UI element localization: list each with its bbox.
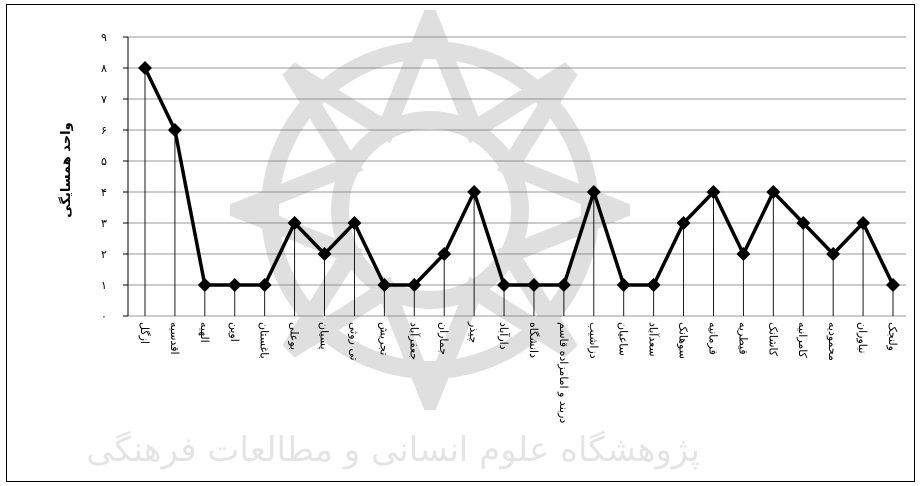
data-point-marker xyxy=(706,185,721,199)
x-tick-label: دارآباد xyxy=(497,322,511,350)
x-tick-label: جعفرآباد xyxy=(407,322,421,360)
data-point-marker xyxy=(197,278,212,292)
x-tick-label: ازگل xyxy=(138,322,151,344)
data-point-marker xyxy=(556,278,571,292)
y-axis-ticks: ۰ ۱ ۲ ۳ ۴ ۵ ۶ ۷ ۸ ۹ xyxy=(101,31,129,323)
chart-frame xyxy=(6,4,915,482)
data-point-marker xyxy=(317,247,332,261)
data-point-marker xyxy=(586,185,601,199)
data-point-marker xyxy=(796,216,811,230)
data-point-marker xyxy=(676,216,691,230)
y-tick-label: ۷ xyxy=(101,93,107,106)
x-tick-label: دربند و امامزاده قاسم xyxy=(557,322,570,423)
y-tick-label: ۳ xyxy=(101,217,107,230)
x-tick-label: دزاشیب xyxy=(587,322,600,359)
x-tick-label: محمودیه xyxy=(826,322,839,361)
x-tick-label: سوهانک xyxy=(677,322,690,359)
x-tick-label: بوعلی xyxy=(288,322,301,350)
x-tick-label: تجریش xyxy=(377,322,390,355)
data-point-marker xyxy=(347,216,362,230)
series-group xyxy=(138,61,900,292)
x-tick-label: اوین xyxy=(228,322,241,342)
data-point-marker xyxy=(886,278,900,292)
y-tick-label: ۵ xyxy=(101,155,107,168)
data-point-marker xyxy=(287,216,302,230)
data-point-marker xyxy=(736,247,751,261)
x-tick-label: نیاوران xyxy=(856,322,869,354)
x-tick-label: اقدسیه xyxy=(168,322,181,355)
drop-lines xyxy=(144,68,894,316)
grid-lines xyxy=(128,36,906,317)
x-tick-label: سعدآباد xyxy=(647,322,661,357)
x-tick-label: فرمانیه xyxy=(706,322,719,355)
x-tick-label: باغستان xyxy=(258,322,271,359)
y-tick-label: ۰ xyxy=(101,310,107,323)
series-line xyxy=(143,67,895,287)
data-point-marker xyxy=(856,216,871,230)
data-point-marker xyxy=(257,278,272,292)
x-tick-label: دانشگاه xyxy=(527,322,540,358)
x-axis-labels: ازگل اقدسیه الهیه اوین باغستان بوعلی پسیان تی ر… xyxy=(138,321,899,423)
data-point-marker xyxy=(377,278,392,292)
data-point-marker xyxy=(766,185,781,199)
data-point-marker xyxy=(526,278,541,292)
y-tick-label: ۶ xyxy=(101,124,107,137)
x-tick-label: قیطریه xyxy=(736,322,749,355)
data-point-marker xyxy=(167,123,182,137)
x-tick-label: چیذر xyxy=(467,321,480,343)
x-tick-label: ساعیان xyxy=(617,322,630,356)
y-tick-label: ۴ xyxy=(101,186,107,199)
y-tick-label: ۹ xyxy=(101,31,107,44)
x-tick-label: تی روثی xyxy=(347,322,360,361)
y-tick-label: ۱ xyxy=(101,279,107,292)
data-point-marker xyxy=(407,278,422,292)
data-point-marker xyxy=(138,61,152,75)
y-axis-title: واحد همسایگی xyxy=(58,122,74,217)
data-point-marker xyxy=(437,247,452,261)
y-tick-label: ۲ xyxy=(101,248,107,261)
data-point-marker xyxy=(826,247,841,261)
x-tick-label: کامرانیه xyxy=(796,322,809,359)
x-tick-label: کاشانک xyxy=(766,322,779,357)
y-tick-label: ۸ xyxy=(101,62,107,75)
data-point-marker xyxy=(497,278,512,292)
x-tick-label: پسیان xyxy=(318,322,331,350)
data-point-marker xyxy=(467,185,482,199)
data-point-marker xyxy=(616,278,631,292)
data-point-marker xyxy=(227,278,242,292)
x-tick-label: الهیه xyxy=(198,322,211,343)
data-point-marker xyxy=(646,278,661,292)
x-tick-label: جماران xyxy=(437,322,450,355)
x-tick-label: ولنجک xyxy=(886,322,899,351)
